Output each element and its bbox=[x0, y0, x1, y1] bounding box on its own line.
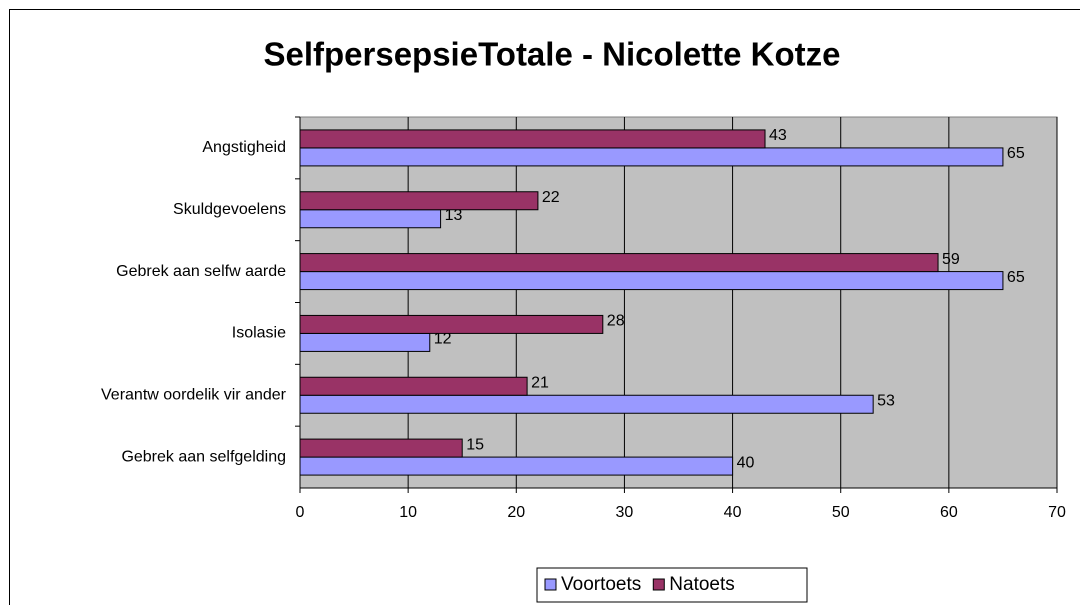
y-tick-label: Skuldgevoelens bbox=[173, 201, 286, 218]
data-label: 28 bbox=[607, 313, 625, 330]
y-tick-label: Gebrek aan selfw aarde bbox=[116, 263, 286, 280]
x-tick-label: 10 bbox=[399, 504, 417, 521]
x-tick-label: 30 bbox=[616, 504, 634, 521]
bar bbox=[299, 253, 939, 273]
data-label: 13 bbox=[445, 207, 463, 224]
chart-title: SelfpersepsieTotale - Nicolette Kotze bbox=[263, 36, 840, 73]
y-tick-label: Isolasie bbox=[232, 325, 286, 342]
x-tick-label: 60 bbox=[940, 504, 958, 521]
x-tick-label: 20 bbox=[507, 504, 525, 521]
x-tick-label: 40 bbox=[724, 504, 742, 521]
legend-label: Voortoets bbox=[561, 574, 641, 595]
legend-swatch bbox=[544, 578, 557, 591]
data-label: 12 bbox=[434, 331, 452, 348]
bar bbox=[299, 147, 1004, 167]
plot-area bbox=[299, 116, 1058, 489]
bar bbox=[299, 332, 431, 352]
data-label: 15 bbox=[466, 436, 484, 453]
data-label: 40 bbox=[737, 454, 755, 471]
data-label: 21 bbox=[531, 374, 549, 391]
y-tick-label: Angstigheid bbox=[202, 139, 286, 156]
bar bbox=[299, 314, 604, 334]
legend-box bbox=[536, 567, 808, 603]
data-label: 59 bbox=[942, 251, 960, 268]
data-label: 22 bbox=[542, 189, 560, 206]
y-tick-label: Verantw oordelik vir ander bbox=[101, 386, 287, 403]
bar bbox=[299, 129, 766, 149]
bar bbox=[299, 456, 734, 476]
x-tick-label: 50 bbox=[832, 504, 850, 521]
bar bbox=[299, 271, 1004, 291]
data-label: 65 bbox=[1007, 269, 1025, 286]
x-tick-label: 70 bbox=[1048, 504, 1066, 521]
y-tick-label: Gebrek aan selfgelding bbox=[121, 448, 286, 465]
bar bbox=[299, 209, 442, 229]
legend-swatch bbox=[652, 578, 665, 591]
bar bbox=[299, 438, 463, 458]
bar bbox=[299, 376, 528, 396]
bar bbox=[299, 394, 874, 414]
legend-label: Natoets bbox=[669, 574, 734, 595]
data-label: 43 bbox=[769, 127, 787, 144]
bar bbox=[299, 191, 539, 211]
data-label: 65 bbox=[1007, 145, 1025, 162]
x-tick-label: 0 bbox=[296, 504, 305, 521]
data-label: 53 bbox=[877, 392, 895, 409]
